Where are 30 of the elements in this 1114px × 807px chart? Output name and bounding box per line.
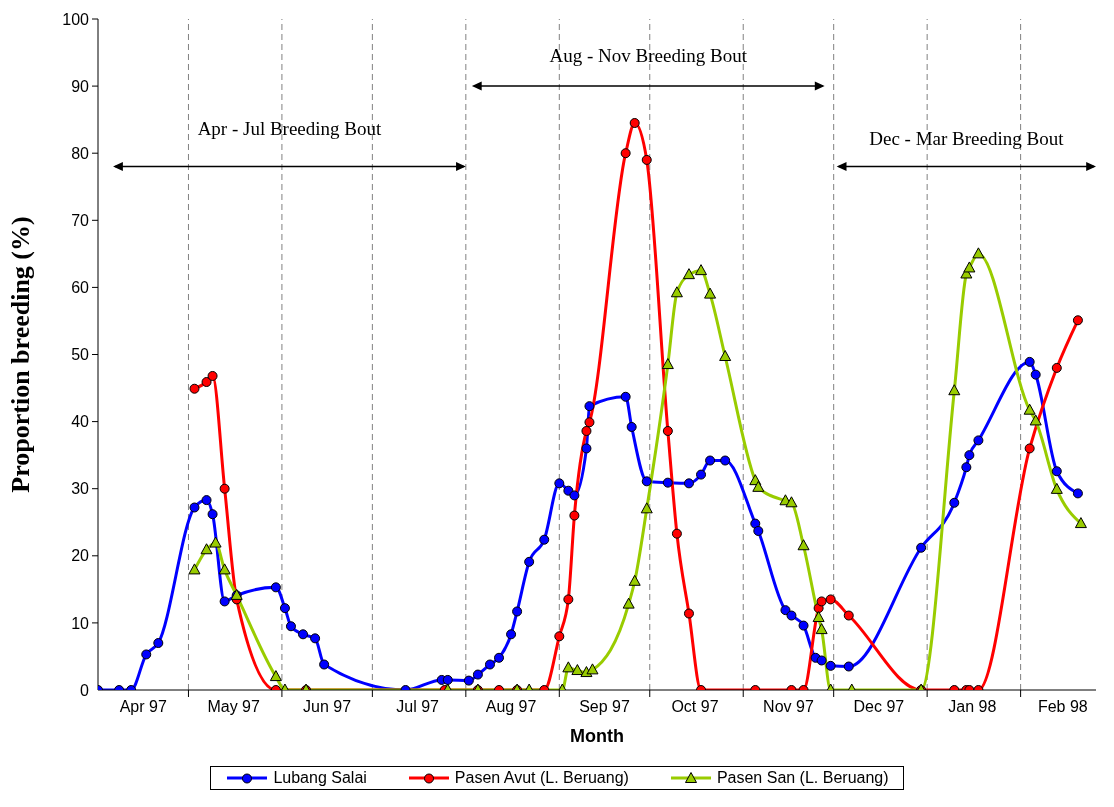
x-tick-label: Jul 97 bbox=[396, 698, 440, 716]
x-tick-label: Dec 97 bbox=[853, 698, 905, 716]
legend-label: Pasen San (L. Beruang) bbox=[716, 769, 889, 787]
x-tick-label: Aug 97 bbox=[485, 698, 537, 716]
y-tick-label: 20 bbox=[71, 547, 90, 565]
y-axis-title: Proportion breeding (%) bbox=[6, 216, 36, 493]
annotation: Apr - Jul Breeding Bout bbox=[197, 117, 382, 139]
y-tick-label: 40 bbox=[71, 413, 90, 431]
y-tick-label: 60 bbox=[71, 279, 90, 297]
x-tick-label: Sep 97 bbox=[579, 698, 630, 716]
x-tick-label: Oct 97 bbox=[671, 698, 719, 716]
legend-label: Lubang Salai bbox=[273, 769, 367, 787]
x-tick-label: Jun 97 bbox=[303, 698, 352, 716]
x-tick-label: Apr 97 bbox=[119, 698, 167, 716]
y-tick-label: 90 bbox=[71, 77, 90, 95]
x-tick-label: Feb 98 bbox=[1037, 698, 1088, 716]
y-tick-label: 70 bbox=[71, 211, 90, 229]
legend-label: Pasen Avut (L. Beruang) bbox=[454, 769, 629, 787]
x-tick-label: Jan 98 bbox=[948, 698, 997, 716]
annotation: Dec - Mar Breeding Bout bbox=[869, 127, 1065, 149]
y-tick-label: 100 bbox=[62, 10, 90, 28]
y-tick-label: 80 bbox=[71, 144, 90, 162]
annotation: Aug - Nov Breeding Bout bbox=[549, 45, 748, 67]
x-tick-label: May 97 bbox=[207, 698, 261, 716]
y-tick-label: 30 bbox=[71, 480, 90, 498]
y-tick-label: 10 bbox=[71, 614, 90, 632]
y-tick-label: 50 bbox=[71, 346, 90, 364]
x-tick-label: Nov 97 bbox=[763, 698, 814, 716]
y-tick-label: 0 bbox=[80, 681, 90, 699]
x-axis-title: Month bbox=[570, 726, 624, 746]
